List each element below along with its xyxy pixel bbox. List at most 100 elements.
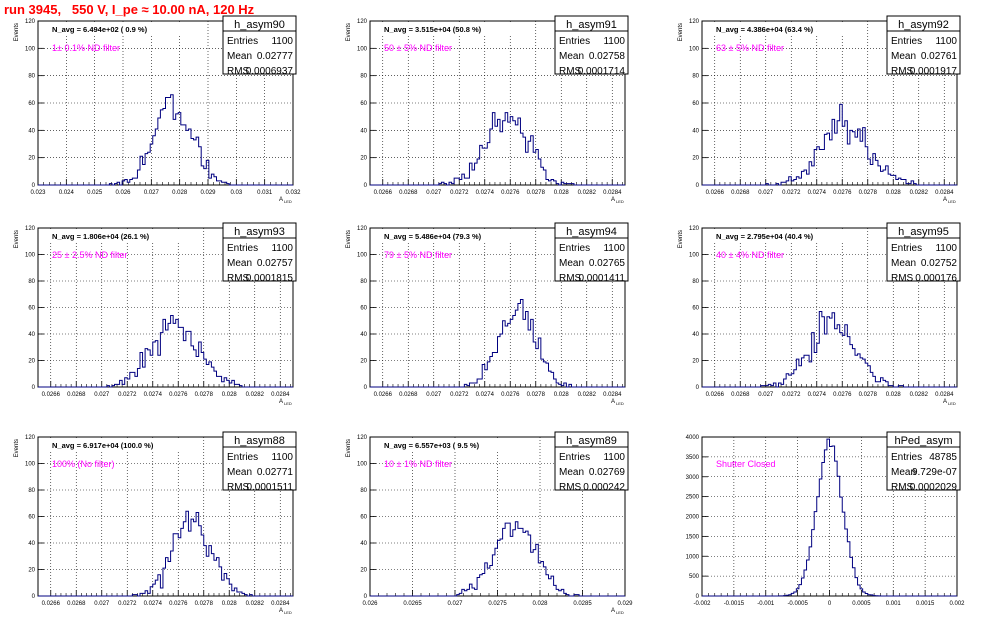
x-tick-label: 0.0278 bbox=[527, 392, 546, 398]
x-tick-label: 0.027 bbox=[94, 392, 110, 398]
stats-label: RMS bbox=[559, 273, 582, 284]
x-axis-label: A bbox=[279, 608, 283, 614]
stats-value: 1100 bbox=[935, 36, 957, 47]
filter-annotation: 40 ± 4% ND filter bbox=[716, 250, 784, 260]
histogram-name: h_asym91 bbox=[566, 19, 617, 31]
y-axis-label: Events bbox=[14, 439, 20, 457]
y-tick-label: 0 bbox=[364, 385, 368, 391]
x-axis-label-subscript: LED bbox=[616, 401, 624, 406]
y-tick-label: 20 bbox=[360, 156, 367, 162]
x-tick-label: -0.001 bbox=[757, 601, 775, 607]
stats-label: Mean bbox=[891, 51, 916, 62]
stats-box bbox=[554, 15, 629, 75]
y-tick-label: 2500 bbox=[686, 495, 700, 501]
stats-value: 1100 bbox=[271, 36, 293, 47]
y-tick-label: 40 bbox=[692, 128, 699, 134]
x-tick-label: 0.0276 bbox=[833, 190, 852, 196]
stats-label: RMS bbox=[559, 66, 582, 77]
x-tick-label: -0.002 bbox=[693, 601, 711, 607]
stats-label: RMS bbox=[559, 482, 582, 493]
navg-box bbox=[710, 229, 858, 242]
x-tick-label: 0.0278 bbox=[859, 190, 878, 196]
y-tick-label: 500 bbox=[689, 574, 700, 580]
x-tick-label: 0.0268 bbox=[399, 392, 418, 398]
x-tick-label: 0.0268 bbox=[399, 190, 418, 196]
x-tick-label: 0.028 bbox=[222, 392, 238, 398]
stats-value: 0.0001511 bbox=[246, 482, 293, 493]
histogram-line bbox=[38, 314, 293, 388]
y-tick-label: 80 bbox=[28, 279, 35, 285]
y-tick-label: 20 bbox=[28, 359, 35, 365]
x-axis-label: A bbox=[943, 197, 947, 203]
x-axis-label-subscript: LED bbox=[284, 199, 292, 204]
stats-label: Mean bbox=[559, 467, 584, 478]
x-tick-label: 0.032 bbox=[285, 190, 301, 196]
x-tick-label: 0.0268 bbox=[731, 190, 750, 196]
x-axis-label: A bbox=[943, 399, 947, 405]
stats-value: 0.000176 bbox=[915, 273, 957, 284]
y-tick-label: 40 bbox=[360, 128, 367, 134]
x-tick-label: 0.025 bbox=[87, 190, 103, 196]
y-tick-label: 80 bbox=[360, 74, 367, 80]
y-tick-label: 20 bbox=[28, 156, 35, 162]
y-tick-label: 40 bbox=[692, 332, 699, 338]
x-tick-label: 0.0284 bbox=[271, 392, 290, 398]
y-tick-label: 100 bbox=[25, 462, 36, 468]
stats-label: Entries bbox=[559, 36, 590, 47]
stats-box bbox=[554, 222, 629, 282]
stats-label: Entries bbox=[227, 243, 258, 254]
x-axis-label-subscript: LED bbox=[616, 610, 624, 615]
stats-value: 0.02752 bbox=[921, 258, 958, 269]
x-tick-label: 0.0278 bbox=[195, 601, 214, 607]
y-tick-label: 80 bbox=[692, 279, 699, 285]
stats-label: RMS bbox=[227, 273, 250, 284]
x-tick-label: 0.0272 bbox=[782, 190, 801, 196]
x-tick-label: 0.0284 bbox=[603, 190, 622, 196]
x-tick-label: 0.0276 bbox=[501, 190, 520, 196]
y-tick-label: 60 bbox=[28, 515, 35, 521]
stats-label: Mean bbox=[891, 258, 916, 269]
histogram-name: h_asym90 bbox=[234, 19, 285, 31]
x-tick-label: 0 bbox=[828, 601, 832, 607]
y-tick-label: 0 bbox=[696, 385, 700, 391]
x-tick-label: 0.0284 bbox=[271, 601, 290, 607]
x-tick-label: 0.0266 bbox=[374, 392, 393, 398]
stats-value: 0.02765 bbox=[589, 258, 626, 269]
x-tick-label: 0.0274 bbox=[808, 392, 827, 398]
x-axis-label: A bbox=[279, 399, 283, 405]
stats-value: 0.02757 bbox=[257, 258, 294, 269]
stats-label: RMS bbox=[227, 66, 250, 77]
x-tick-label: 0.0278 bbox=[195, 392, 214, 398]
histogram-name: h_asym95 bbox=[898, 226, 949, 238]
histogram-line bbox=[370, 299, 625, 388]
x-tick-label: 0.0015 bbox=[916, 601, 935, 607]
navg-box bbox=[378, 22, 526, 35]
y-axis-label: Events bbox=[346, 23, 352, 41]
y-tick-label: 60 bbox=[692, 101, 699, 107]
x-tick-label: 0.002 bbox=[949, 601, 965, 607]
stats-box bbox=[222, 431, 297, 491]
x-axis-label-subscript: LED bbox=[284, 401, 292, 406]
stats-label: RMS bbox=[891, 482, 914, 493]
stats-label: Mean bbox=[559, 258, 584, 269]
x-tick-label: 0.023 bbox=[30, 190, 46, 196]
stats-value: 1100 bbox=[603, 36, 625, 47]
histogram-panel-hped-asym: -0.002 -0.0015 -0.001 -0.0005 0 0.0005 0.001 0.… bbox=[686, 431, 965, 607]
stats-box bbox=[222, 222, 297, 282]
page-title: run 3945, 550 V, I_pe ≈ 10.00 nA, 120 Hz bbox=[4, 2, 255, 17]
y-tick-label: 100 bbox=[357, 46, 368, 52]
stats-value: 1100 bbox=[271, 243, 293, 254]
histogram-panel-h-asym89: 0.026 0.0265 0.027 0.0275 0.028 0.0285 0.029 0 2… bbox=[346, 431, 633, 615]
y-tick-label: 0 bbox=[32, 594, 36, 600]
stats-label: Entries bbox=[227, 452, 258, 463]
x-axis-label-subscript: LED bbox=[284, 610, 292, 615]
navg-box bbox=[46, 229, 194, 242]
stats-label: Mean bbox=[227, 467, 252, 478]
navg-label: N_avg = 3.515e+04 (50.8 %) bbox=[384, 25, 482, 34]
x-tick-label: -0.0005 bbox=[787, 601, 808, 607]
y-tick-label: 100 bbox=[357, 253, 368, 259]
x-tick-label: 0.0272 bbox=[450, 392, 469, 398]
stats-value: 9.729e-07 bbox=[912, 467, 957, 478]
stats-box bbox=[886, 15, 961, 75]
y-tick-label: 120 bbox=[689, 19, 700, 25]
